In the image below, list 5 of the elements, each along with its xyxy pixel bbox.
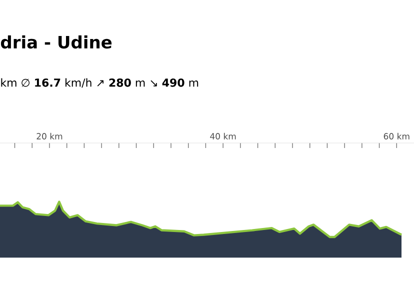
x-tick-label: 60 km <box>384 132 410 140</box>
x-tick-label: 40 km <box>210 132 236 140</box>
chart-subtitle: km ∅ 16.7 km/h ↗ 280 m ↘ 490 m <box>1 78 198 88</box>
chart-title: dria - Udine <box>0 35 112 49</box>
x-tick-label: 20 km <box>36 132 62 140</box>
